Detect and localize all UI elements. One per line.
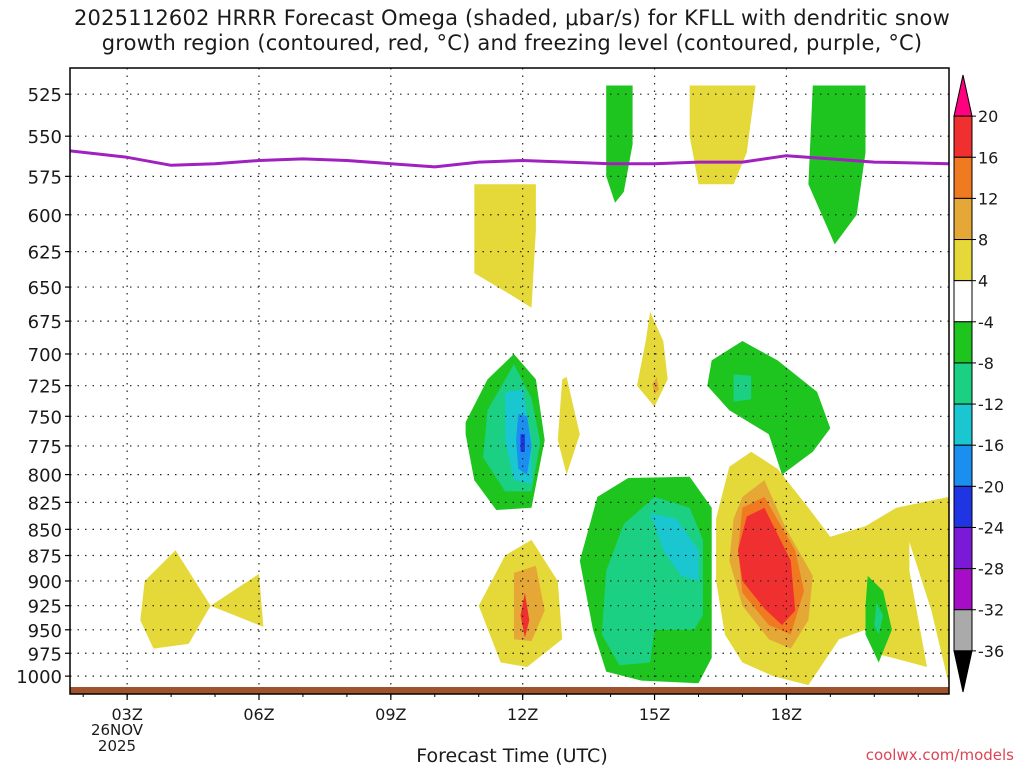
- y-tick-label: 725: [28, 377, 62, 398]
- colorbar-bin: [953, 197, 973, 241]
- colorbar-label: 4: [978, 272, 988, 291]
- colorbar-bin: [953, 115, 973, 158]
- omega-region-13: [746, 513, 787, 611]
- colorbar-label: 8: [978, 231, 988, 250]
- colorbar-bin: [953, 362, 973, 405]
- omega-region-9: [520, 592, 530, 638]
- y-tick-label: 950: [28, 621, 62, 642]
- colorbar-bin: [953, 280, 973, 323]
- y-tick-label: 550: [28, 127, 62, 148]
- y-tick-label: 925: [28, 597, 62, 618]
- colorbar-label: -20: [978, 477, 1004, 496]
- colorbar-bottom-arrow: [953, 650, 973, 693]
- colorbar-bin: [953, 239, 973, 282]
- y-tick-label: 900: [28, 572, 62, 593]
- omega-region-3: [557, 376, 580, 475]
- colorbar-label: -24: [978, 518, 1004, 537]
- omega-region-26: [650, 513, 699, 581]
- chart-title-line2: growth region (contoured, red, °C) and f…: [101, 31, 923, 55]
- credit-link[interactable]: coolwx.com/models: [865, 746, 1014, 764]
- omega-region-1: [210, 573, 264, 627]
- omega-region-0: [140, 550, 211, 649]
- y-tick-label: 825: [28, 493, 62, 514]
- colorbar-bin: [953, 485, 973, 528]
- colorbar-label: 16: [978, 148, 998, 167]
- x-date-line2: 2025: [97, 737, 137, 755]
- y-tick-label: 800: [28, 466, 62, 487]
- omega-region-16: [808, 85, 866, 245]
- colorbar-bin: [953, 321, 973, 364]
- omega-region-2: [474, 184, 536, 308]
- omega-region-5: [689, 85, 756, 185]
- colorbar-bin: [953, 568, 973, 611]
- colorbar-label: 12: [978, 189, 998, 208]
- y-tick-label: 775: [28, 437, 62, 458]
- omega-region-22: [707, 341, 831, 475]
- x-axis-label: Forecast Time (UTC): [416, 745, 608, 767]
- y-tick-label: 875: [28, 547, 62, 568]
- colorbar-label: -32: [978, 601, 1004, 620]
- omega-region-15: [606, 85, 633, 203]
- omega-region-4: [637, 311, 668, 407]
- colorbar-top-arrow: [953, 74, 973, 117]
- omega-region-8: [513, 565, 545, 642]
- y-tick-label: 975: [28, 644, 62, 665]
- x-date-line1: 26NOV: [90, 721, 144, 739]
- freezing-level-line: [70, 149, 949, 169]
- omega-region-23: [733, 374, 752, 402]
- x-tick-label: 15Z: [639, 705, 670, 724]
- x-tick-label: 09Z: [375, 705, 406, 724]
- y-tick-label: 625: [28, 243, 62, 264]
- chart-title: 2025112602 HRRR Forecast Omega (shaded, …: [0, 6, 1024, 56]
- x-tick-label: 18Z: [771, 705, 802, 724]
- y-tick-label: 700: [28, 345, 62, 366]
- y-tick-label: 575: [28, 167, 62, 188]
- omega-region-21: [520, 434, 525, 452]
- x-tick-label: 12Z: [507, 705, 538, 724]
- x-tick-label: 03Z: [111, 705, 142, 724]
- omega-region-28: [874, 602, 884, 635]
- colorbar-label: -36: [978, 642, 1004, 661]
- x-date-label: 26NOV 2025: [82, 722, 152, 754]
- plot-frame: [69, 67, 950, 695]
- y-tick-label: 525: [28, 85, 62, 106]
- y-tick-label: 600: [28, 206, 62, 227]
- colorbar-label: -8: [978, 354, 994, 373]
- colorbar-bin: [953, 403, 973, 446]
- ground-bar: [70, 687, 949, 694]
- colorbar-label: -12: [978, 395, 1004, 414]
- colorbar-bin: [953, 444, 973, 487]
- y-tick-label: 1000: [16, 667, 62, 688]
- x-tick-label: 06Z: [243, 705, 274, 724]
- y-tick-label: 850: [28, 520, 62, 541]
- colorbar-bin: [953, 526, 973, 570]
- y-tick-label: 675: [28, 312, 62, 333]
- colorbar-label: -4: [978, 313, 994, 332]
- colorbar-label: -16: [978, 436, 1004, 455]
- colorbar-label: 20: [978, 107, 998, 126]
- chart-title-line1: 2025112602 HRRR Forecast Omega (shaded, …: [74, 6, 950, 30]
- y-tick-label: 750: [28, 407, 62, 428]
- y-tick-label: 650: [28, 278, 62, 299]
- colorbar-label: -28: [978, 560, 1004, 579]
- colorbar-bin: [953, 156, 973, 199]
- colorbar-bin: [953, 609, 973, 652]
